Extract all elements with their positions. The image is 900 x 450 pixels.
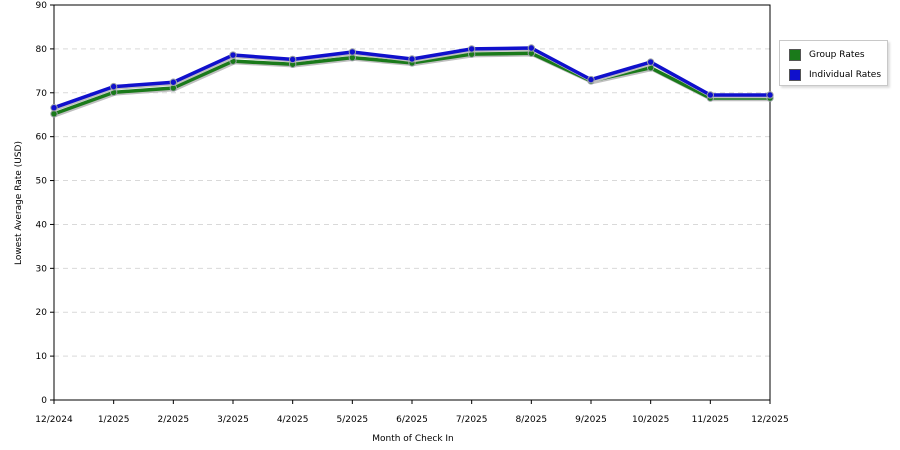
y-tick-label: 40 [36,220,48,230]
x-tick-label: 7/2025 [456,415,488,425]
y-tick-label: 90 [36,1,48,11]
y-tick-label: 60 [36,133,48,143]
data-point-individual-rates [288,55,297,64]
y-tick-label: 0 [41,396,47,406]
data-point-individual-rates [587,75,595,84]
y-axis-title: Lowest Average Rate (USD) [14,141,24,265]
x-tick-label: 10/2025 [632,415,669,425]
data-point-individual-rates [467,45,476,53]
legend-label-group-rates: Group Rates [809,50,865,60]
data-point-individual-rates [169,78,178,86]
data-point-individual-rates [646,58,655,66]
data-point-individual-rates [527,44,536,52]
data-point-group-rates [50,110,58,118]
data-point-individual-rates [408,55,416,63]
legend-item-group-rates: Group Rates [789,48,865,62]
legend-swatch-group-rates [789,49,801,61]
x-tick-label: 6/2025 [396,415,428,425]
data-point-individual-rates [229,51,237,59]
data-point-individual-rates [109,82,118,91]
x-tick-label: 3/2025 [217,415,249,425]
tick-labels: 0 10 20 30 40 50 60 70 80 90 12/2024 1/2025 2/2025 3/… [35,1,788,425]
legend-item-individual-rates: Individual Rates [789,68,881,82]
x-tick-label: 4/2025 [277,415,309,425]
x-tick-label: 8/2025 [515,415,547,425]
series-lines [50,44,774,118]
x-tick-label: 12/2024 [35,415,73,425]
data-point-individual-rates [766,91,774,99]
legend-swatch-individual-rates [789,69,801,81]
y-tick-label: 20 [36,308,48,318]
axes [50,4,771,404]
data-point-individual-rates [706,91,715,99]
y-tick-label: 10 [36,352,48,362]
y-tick-label: 80 [36,45,48,55]
x-tick-label: 9/2025 [575,415,607,425]
x-tick-label: 11/2025 [692,415,729,425]
y-tick-label: 50 [36,177,48,187]
x-tick-label: 1/2025 [98,415,130,425]
y-tick-label: 30 [36,264,48,274]
legend: Group Rates Individual Rates [779,40,888,86]
legend-label-individual-rates: Individual Rates [809,70,882,80]
x-axis-title: Month of Check In [372,434,454,444]
x-tick-label: 5/2025 [336,415,368,425]
data-point-individual-rates [348,48,357,56]
y-tick-label: 70 [36,89,48,99]
data-point-individual-rates [50,104,58,112]
x-tick-label: 2/2025 [157,415,189,425]
x-tick-label: 12/2025 [751,415,788,425]
